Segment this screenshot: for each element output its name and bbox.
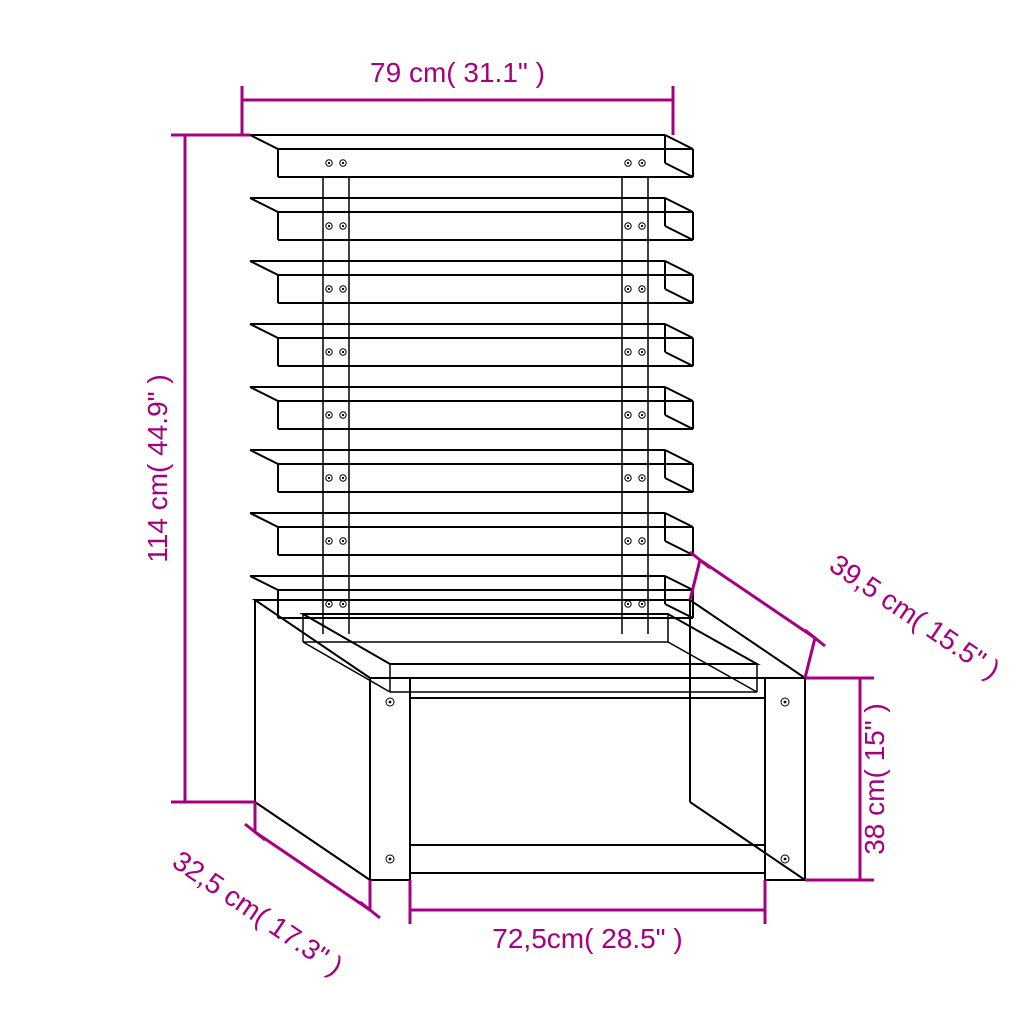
trellis-slat: [250, 513, 693, 555]
trellis-slat: [250, 324, 693, 366]
dim-label-front-depth: 32,5 cm( 17.3" ): [167, 845, 348, 982]
trellis-slat: [250, 198, 693, 240]
dim-top-width: 79 cm( 31.1" ): [242, 57, 673, 135]
trellis-post: [622, 177, 648, 634]
planter-box: [255, 600, 805, 880]
dim-label-top-width: 79 cm( 31.1" ): [370, 57, 545, 88]
product-drawing: [250, 135, 805, 880]
dim-box-height: 38 cm( 15" ): [805, 678, 890, 880]
trellis-post: [323, 177, 349, 634]
dim-label-left-height: 114 cm( 44.9" ): [142, 374, 173, 562]
dim-label-back-depth: 39,5 cm( 15.5" ): [824, 548, 1005, 685]
dim-label-front-width: 72,5cm( 28.5" ): [492, 923, 682, 954]
dim-front-depth: 32,5 cm( 17.3" ): [167, 802, 380, 982]
trellis-slat: [250, 261, 693, 303]
dim-front-width: 72,5cm( 28.5" ): [410, 880, 765, 954]
dim-label-box-height: 38 cm( 15" ): [859, 703, 890, 855]
dimension-annotations: 79 cm( 31.1" ) 114 cm( 44.9" ) 72,5cm( 28.…: [142, 57, 1006, 982]
trellis-slat: [250, 450, 693, 492]
trellis-slat: [250, 135, 693, 177]
trellis-slat: [250, 576, 693, 618]
dim-left-height: 114 cm( 44.9" ): [142, 135, 255, 802]
trellis-slat: [250, 387, 693, 429]
